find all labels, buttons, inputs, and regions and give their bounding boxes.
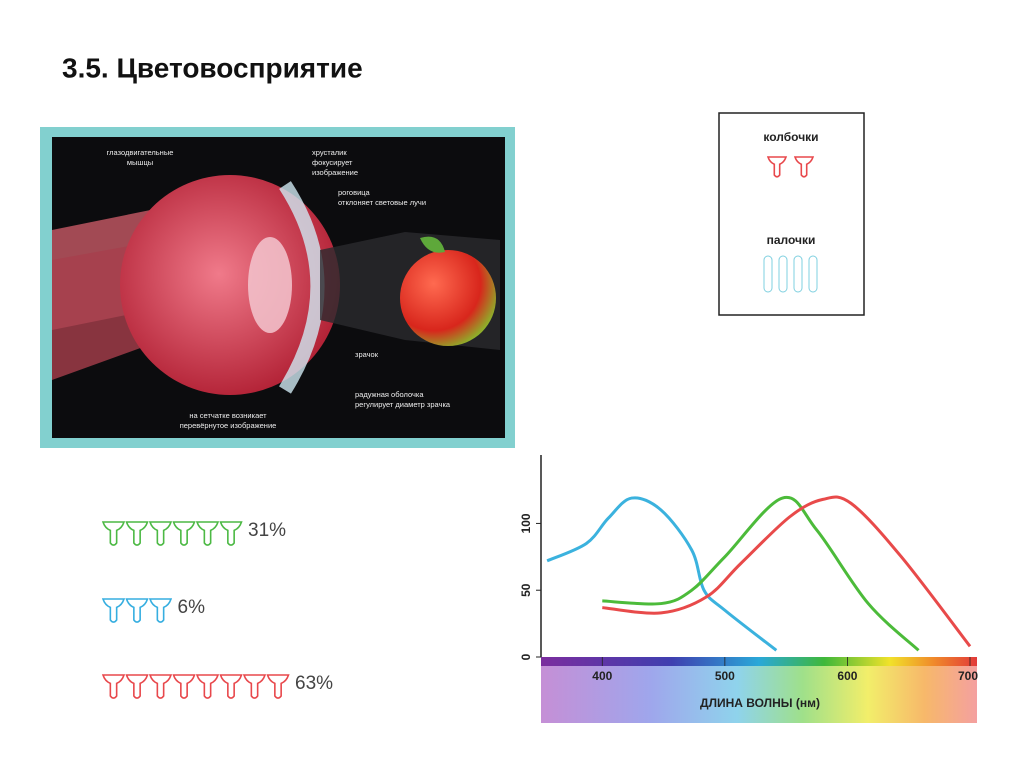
cone-icon (195, 521, 220, 546)
sensitivity-curve (602, 495, 920, 652)
cone-icon (219, 674, 243, 699)
rod-icons (763, 255, 818, 293)
eye-label: отклоняет световые лучи (338, 198, 426, 207)
share-label: 31% (248, 520, 286, 541)
eye-label: зрачок (355, 350, 379, 359)
share-label: 6% (178, 597, 206, 618)
legend-rods: палочки (767, 233, 816, 247)
y-tick-label: 0 (519, 653, 533, 660)
cone-icon (125, 674, 149, 699)
slide-title: 3.5. Цветовосприятие (62, 52, 363, 83)
cone-icon (793, 156, 815, 178)
x-tick-label: 700 (958, 669, 978, 683)
rod-icon (778, 255, 788, 293)
apple (400, 250, 496, 346)
cone-icon (125, 521, 149, 546)
cone-icon (148, 674, 173, 699)
cone-icon (172, 674, 196, 699)
x-tick-label: 400 (592, 669, 612, 683)
sensitivity-curve (602, 495, 972, 648)
legend-box: колбочки палочки (718, 112, 865, 316)
eye-label: мышцы (127, 158, 153, 167)
cone-icon (766, 156, 788, 178)
y-tick-label: 100 (519, 513, 533, 533)
cone-icon (266, 674, 290, 699)
cone-icon (219, 521, 243, 546)
x-tick-label: 500 (715, 669, 735, 683)
spectrum-band (541, 657, 977, 666)
eye-label: роговица (338, 188, 371, 197)
rod-icon (763, 255, 773, 293)
cone-icon (101, 521, 126, 546)
cone-icon (101, 598, 126, 623)
eyeball (120, 175, 340, 395)
eye-label: радужная оболочка (355, 390, 424, 399)
legend-cones: колбочки (763, 130, 818, 144)
cone-icon (148, 521, 173, 546)
sensitivity-curve (546, 496, 778, 652)
eye-label: перевёрнутое изображение (180, 421, 277, 430)
rod-icon (808, 255, 818, 293)
lens (248, 237, 292, 333)
y-tick-label: 50 (519, 583, 533, 597)
rod-icon (793, 255, 803, 293)
cone-icon (195, 674, 220, 699)
eye-label: глазодвигательные (107, 148, 174, 157)
eye-label: изображение (312, 168, 358, 177)
x-axis-label: ДЛИНА ВОЛНЫ (нм) (700, 696, 820, 710)
cone-icon (242, 674, 267, 699)
eye-label: хрусталик (312, 148, 347, 157)
x-tick-label: 600 (837, 669, 857, 683)
spectrum (541, 657, 977, 723)
leaf (420, 236, 445, 253)
cone-icon (125, 598, 149, 623)
cornea (279, 181, 325, 394)
cone-icon (101, 674, 126, 699)
eye-label: фокусирует (312, 158, 353, 167)
legend-frame (718, 112, 865, 316)
cone-icon (148, 598, 173, 623)
eye-label: регулирует диаметр зрачка (355, 400, 451, 409)
eye-label: на сетчатке возникает (189, 411, 267, 420)
cone-icon (172, 521, 196, 546)
share-label: 63% (295, 673, 333, 694)
